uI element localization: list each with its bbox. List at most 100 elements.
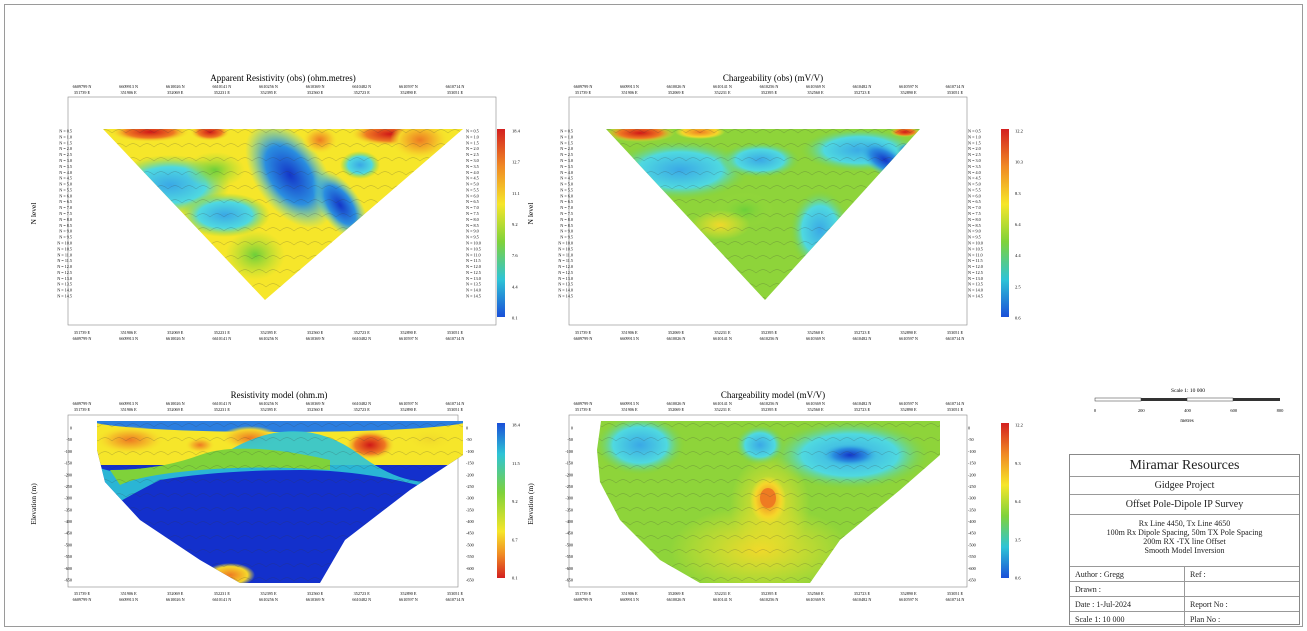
y-tick-label: N = 1.0 [968,134,981,139]
heatmap [597,421,940,583]
easting-tick-label: 352395 E [260,90,277,95]
y-tick-label: N = 3.0 [466,158,479,163]
colorbar [497,423,505,578]
y-tick-label: -100 [64,449,72,454]
y-tick-label: -500 [968,542,976,547]
y-tick-label: -250 [565,484,573,489]
easting-tick-label: 352890 E [400,330,417,335]
colorbar-label: 0.6 [1015,316,1021,321]
y-tick-label: N = 5.5 [560,187,573,192]
y-axis-label: Elevation (m) [29,483,38,525]
y-tick-label: N = 12.0 [968,264,983,269]
y-tick-label: N = 8.0 [560,217,573,222]
easting-tick-label: 352231 E [214,90,231,95]
colorbar-label: 8.3 [1015,191,1021,196]
author-field: Author : Gregg [1070,567,1185,582]
easting-tick-label: 352069 E [668,407,685,412]
easting-tick-label: 353051 E [947,330,964,335]
y-tick-label: -50 [466,437,472,442]
easting-tick-label: 352890 E [400,591,417,596]
northing-tick-label: 6610141 N [713,84,732,89]
y-tick-label: N = 2.5 [560,152,573,157]
y-tick-label: N = 9.5 [560,235,573,240]
northing-tick-label: 6610714 N [446,336,465,341]
y-tick-label: -200 [466,472,474,477]
y-tick-label: N = 2.0 [560,146,573,151]
row-drawn: Drawn : [1070,582,1299,597]
easting-tick-label: 351739 E [575,407,592,412]
northing-tick-label: 6610714 N [946,84,965,89]
northing-tick-label: 6610597 N [899,401,918,406]
y-tick-label: N = 14.0 [57,288,72,293]
northing-tick-label: 6610256 N [259,336,278,341]
plot-frame [568,414,968,588]
y-tick-label: N = 7.0 [560,205,573,210]
note-line: 100m Rx Dipole Spacing, 50m TX Pole Spac… [1106,528,1263,537]
y-tick-label: N = 12.0 [57,264,72,269]
y-tick-label: N = 8.5 [59,223,72,228]
easting-tick-label: 352723 E [854,591,871,596]
y-tick-label: N = 14.5 [466,294,481,299]
y-tick-label: -600 [968,566,976,571]
y-tick-label: N = 5.5 [59,187,72,192]
y-tick-label: N = 4.0 [968,170,981,175]
y-tick-label: N = 11.0 [57,252,72,257]
y-tick-label: N = 4.0 [560,170,573,175]
easting-tick-label: 351739 E [74,591,91,596]
easting-tick-label: 352069 E [167,591,184,596]
northing-tick-label: 6610026 N [667,401,686,406]
easting-tick-label: 353051 E [947,591,964,596]
y-tick-label: -350 [466,507,474,512]
northing-tick-label: 6610026 N [667,84,686,89]
northing-tick-label: 6610714 N [446,84,465,89]
y-tick-label: N = 3.5 [466,164,479,169]
y-tick-label: -200 [968,472,976,477]
y-tick-label: N = 14.5 [57,294,72,299]
easting-tick-label: 351906 E [621,407,638,412]
y-tick-label: N = 10.0 [968,240,983,245]
easting-tick-label: 351739 E [575,591,592,596]
row-date: Date : 1-Jul-2024 Report No : [1070,597,1299,612]
y-tick-label: N = 1.5 [560,140,573,145]
northing-tick-label: 6609799 N [73,597,92,602]
northing-tick-label: 6610714 N [946,336,965,341]
y-tick-label: -600 [64,566,72,571]
northing-tick-label: 6609799 N [574,597,593,602]
northing-tick-label: 6610369 N [806,597,825,602]
y-tick-label: N = 3.0 [560,158,573,163]
y-tick-label: 0 [571,426,573,431]
y-tick-label: N = 4.5 [968,176,981,181]
y-tick-label: N = 7.5 [466,211,479,216]
easting-tick-label: 352395 E [761,330,778,335]
easting-tick-label: 352231 E [714,407,731,412]
y-tick-label: -550 [64,554,72,559]
easting-tick-label: 352890 E [900,591,917,596]
easting-tick-label: 352560 E [307,90,324,95]
panel-apparent-resistivity: Apparent Resistivity (obs) (ohm.metres) [67,73,505,326]
heatmap [103,129,463,300]
easting-tick-label: 352560 E [807,407,824,412]
easting-tick-label: 352560 E [807,90,824,95]
northing-tick-label: 6609799 N [73,401,92,406]
y-tick-label: N = 10.5 [466,246,481,251]
colorbar-label: 6.4 [1015,222,1021,227]
northing-tick-label: 6610482 N [352,401,371,406]
y-tick-label: N = 13.5 [968,282,983,287]
easting-tick-label: 351739 E [575,90,592,95]
easting-tick-label: 351906 E [621,90,638,95]
y-tick-label: N = 0.5 [466,129,479,134]
y-tick-label: N = 5.5 [968,187,981,192]
y-axis-label: N level [526,203,535,225]
northing-tick-label: 6610597 N [399,401,418,406]
northing-tick-label: 6610597 N [899,84,918,89]
easting-tick-label: 352231 E [714,591,731,596]
survey-notes: Rx Line 4450, Tx Line 4650 100m Rx Dipol… [1070,515,1299,567]
y-tick-label: -50 [66,437,72,442]
y-axis-label: Elevation (m) [526,483,535,525]
date-field: Date : 1-Jul-2024 [1070,597,1185,612]
y-tick-label: -250 [466,484,474,489]
easting-tick-label: 352231 E [214,330,231,335]
plot-frame [568,96,968,326]
northing-tick-label: 6610597 N [399,597,418,602]
